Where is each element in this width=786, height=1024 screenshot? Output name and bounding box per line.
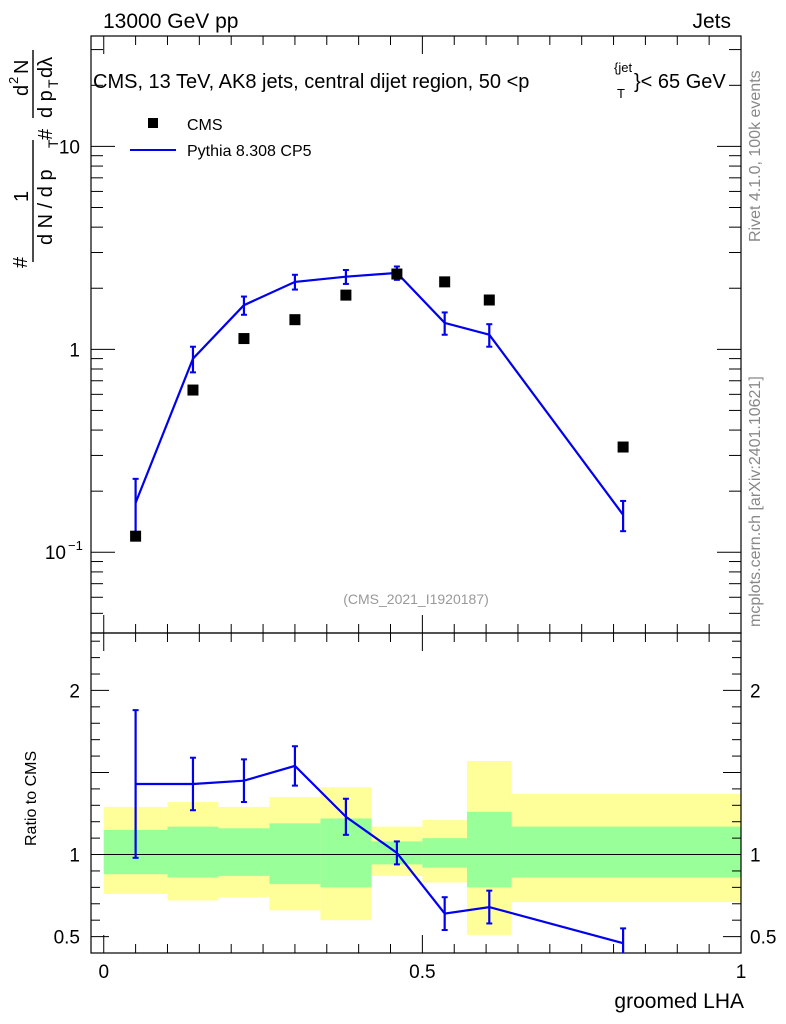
ylabel-dN-sub: T xyxy=(45,139,61,148)
legend-pythia-label: Pythia 8.308 CP5 xyxy=(187,143,312,160)
ratio-y-axis-ticks: 2 2 1 1 0.5 0.5 xyxy=(54,640,776,949)
ylabel-one: 1 xyxy=(11,191,33,202)
ratio-y-tick-label-left: 0.5 xyxy=(54,928,80,949)
ratio-plot-data xyxy=(132,709,627,953)
mcplots-label: mcplots.cern.ch [arXiv:2401.10621] xyxy=(747,376,764,627)
ratio-plot-frame xyxy=(90,632,742,954)
main-x-axis-ticks xyxy=(103,36,742,633)
main-y-tick-label-exponent: −1 xyxy=(68,538,83,553)
ratio-green-band xyxy=(511,826,741,878)
cms-data-point xyxy=(617,441,629,453)
ratio-green-band xyxy=(466,811,512,888)
ratio-y-tick-label-left: 1 xyxy=(69,846,80,867)
title-text: CMS, 13 TeV, AK8 jets, central dijet reg… xyxy=(93,71,529,93)
pythia-series-line xyxy=(134,271,624,516)
analysis-watermark: (CMS_2021_I1920187) xyxy=(343,591,489,607)
title-superscript: {jet xyxy=(614,60,632,75)
ylabel-d2N-d: d xyxy=(11,85,33,96)
ylabel-dlambda: dλ xyxy=(35,57,57,78)
ratio-x-axis-ticks: 0 0.5 1 xyxy=(98,633,746,983)
ratio-y-axis-label: Ratio to CMS xyxy=(23,751,40,846)
x-axis-label: groomed LHA xyxy=(614,990,744,1013)
cms-data-point xyxy=(187,384,199,396)
ratio-y-tick-label-left: 2 xyxy=(69,681,80,702)
ratio-uncertainty-bands xyxy=(103,761,741,935)
ylabel-dN: d N / d p xyxy=(35,169,57,245)
legend: CMS Pythia 8.308 CP5 xyxy=(130,117,312,160)
ylabel-dpt: d p xyxy=(35,90,57,118)
main-y-tick-label: 10 xyxy=(59,137,80,158)
ratio-y-tick-label-right: 2 xyxy=(750,681,761,702)
main-y-tick-label: 10 xyxy=(45,543,66,564)
ratio-green-band xyxy=(167,826,219,878)
cms-data-point xyxy=(340,289,352,301)
cms-data-point xyxy=(289,314,301,326)
cms-data-point xyxy=(238,333,250,345)
x-tick-label: 0.5 xyxy=(409,962,435,983)
main-y-tick-label: 1 xyxy=(69,340,80,361)
main-plot-title: CMS, 13 TeV, AK8 jets, central dijet reg… xyxy=(93,71,529,93)
cms-data-point xyxy=(483,294,495,306)
ratio-green-band xyxy=(422,838,467,868)
ratio-y-tick-label-right: 1 xyxy=(750,846,761,867)
ratio-y-tick-label-right: 0.5 xyxy=(750,928,776,949)
cms-data-point xyxy=(130,530,142,542)
ylabel-hash-2: # xyxy=(35,128,57,140)
header-left-label: 13000 GeV pp xyxy=(103,10,238,33)
ylabel-dpt-sub: T xyxy=(45,79,61,88)
ylabel-hash-1: # xyxy=(10,256,32,268)
title-end: }< 65 GeV xyxy=(634,71,726,93)
cms-data-point xyxy=(391,268,403,280)
x-tick-label: 0 xyxy=(98,962,109,983)
title-subscript: T xyxy=(617,86,625,101)
ratio-green-band xyxy=(269,823,321,885)
legend-cms-label: CMS xyxy=(187,117,223,134)
main-plot-data xyxy=(130,265,629,542)
rivet-label: Rivet 4.1.0, 100k events xyxy=(747,70,764,242)
cms-data-point xyxy=(439,276,451,288)
main-y-axis-label: # 1 d N / d p T # d 2 N d p T dλ xyxy=(6,50,61,268)
ratio-green-band xyxy=(218,828,270,876)
ylabel-d2N-sup: 2 xyxy=(6,77,21,84)
header-right-label: Jets xyxy=(692,10,731,33)
legend-cms-marker xyxy=(148,118,158,128)
x-tick-label: 1 xyxy=(736,962,747,983)
ylabel-d2N-N: N xyxy=(11,60,33,74)
